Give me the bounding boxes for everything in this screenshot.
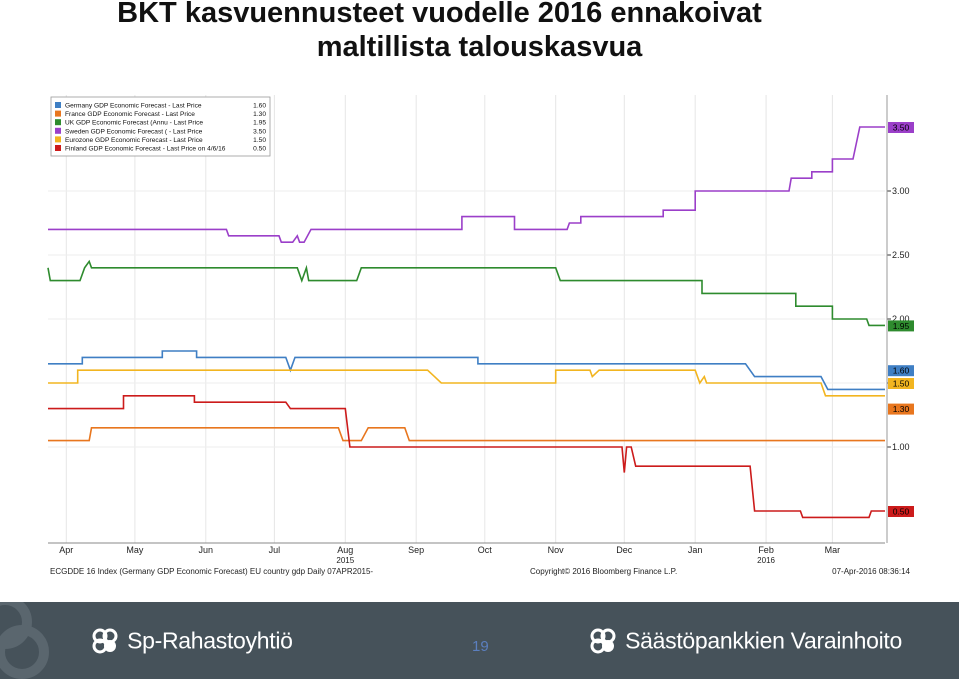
x-tick-label: Apr xyxy=(59,545,73,555)
legend-entry-value: 1.30 xyxy=(253,111,266,118)
legend-swatch xyxy=(55,145,61,151)
series-line xyxy=(48,427,885,442)
legend-swatch xyxy=(55,119,61,126)
y-tick-label: 2.50 xyxy=(892,250,910,260)
x-tick-label: Jan xyxy=(688,545,703,555)
slide-title: BKT kasvuennusteet vuodelle 2016 ennakoi… xyxy=(0,0,959,64)
legend-swatch xyxy=(55,110,61,117)
legend-entry-value: 1.60 xyxy=(253,103,266,110)
last-value-label: 1.95 xyxy=(893,321,910,331)
chart-copyright: Copyright© 2016 Bloomberg Finance L.P. xyxy=(530,567,677,576)
x-tick-label: May xyxy=(126,545,144,555)
chart-legend: Germany GDP Economic Forecast - Last Pri… xyxy=(50,96,271,157)
brand-sp-rahastoyhtio: Sp-Rahastoyhtiö xyxy=(92,626,293,654)
last-value-badge xyxy=(888,506,914,517)
legend-entry-value: 3.50 xyxy=(253,128,266,135)
brand-right-name: Säästöpankkien Varainhoito xyxy=(625,627,903,654)
legend-entry-name: Finland GDP Economic Forecast - Last Pri… xyxy=(65,146,226,153)
chart-timestamp: 07-Apr-2016 08:36:14 xyxy=(832,567,910,576)
legend-swatch xyxy=(55,127,61,134)
clover-icon xyxy=(92,628,118,654)
chart-axes: 1.00 1.50 2.00 2.50 3.00 Apr May Jun Jul Aug Sep Oc… xyxy=(48,95,914,576)
series-line xyxy=(47,259,885,327)
y-tick-label: 1.00 xyxy=(892,442,910,452)
slide-title-line1: BKT kasvuennusteet vuodelle 2016 ennakoi… xyxy=(117,0,762,29)
x-year-label: 2015 xyxy=(336,556,354,565)
x-tick-label: Nov xyxy=(548,545,565,555)
chart-index-text: ECGDDE 16 Index (Germany GDP Economic Fo… xyxy=(50,567,373,576)
legend-swatch xyxy=(55,102,61,108)
last-value-badge xyxy=(888,378,914,389)
x-tick-label: Jul xyxy=(269,545,281,555)
legend-entry-name: Eurozone GDP Economic Forecast - Last Pr… xyxy=(65,137,203,144)
legend-box xyxy=(50,96,271,157)
y-tick-label: 2.00 xyxy=(892,314,910,324)
last-value-label: 0.50 xyxy=(893,507,910,517)
y-tick-label: 3.00 xyxy=(892,186,910,196)
brand-saastopankkien-varainhoito: Säästöpankkien Varainhoito xyxy=(590,626,902,654)
legend-entry-name: France GDP Economic Forecast - Last Pric… xyxy=(65,111,195,118)
legend-entry-name: Sweden GDP Economic Forecast ( - Last Pr… xyxy=(65,128,203,135)
series-line xyxy=(48,369,885,397)
chart-grid xyxy=(48,95,885,543)
last-value-badge xyxy=(888,403,914,415)
last-value-label: 3.50 xyxy=(893,123,910,133)
legend-entry-value: 1.95 xyxy=(253,120,266,127)
x-tick-label: Sep xyxy=(408,545,424,555)
footer-decoration xyxy=(0,602,49,679)
legend-entry-value: 0.50 xyxy=(253,146,266,153)
last-value-badge xyxy=(888,365,914,377)
brand-left-name: Sp-Rahastoyhtiö xyxy=(127,627,293,654)
slide-title-line2: maltillista talouskasvua xyxy=(316,31,643,63)
x-tick-label: Aug xyxy=(337,545,353,555)
series-line xyxy=(48,395,885,519)
clover-icon xyxy=(590,628,616,654)
gdp-forecast-chart: 1.00 1.50 2.00 2.50 3.00 Apr May Jun Jul Aug Sep Oc… xyxy=(47,95,914,576)
footer-bar: Sp-Rahastoyhtiö 19 Säästöpankkien Varain… xyxy=(0,602,959,679)
x-tick-label: Mar xyxy=(825,545,841,555)
last-value-badge xyxy=(888,320,914,332)
x-tick-label: Oct xyxy=(478,545,493,555)
page-number: 19 xyxy=(472,638,489,655)
last-value-badge xyxy=(888,122,914,133)
legend-entry-value: 1.50 xyxy=(253,137,266,144)
last-value-label: 1.60 xyxy=(893,366,910,376)
legend-swatch xyxy=(55,136,61,143)
legend-entry-name: Germany GDP Economic Forecast - Last Pri… xyxy=(65,103,202,110)
last-value-label: 1.50 xyxy=(893,379,910,389)
series-line xyxy=(48,126,885,243)
x-tick-label: Jun xyxy=(199,545,214,555)
legend-entry-name: UK GDP Economic Forecast (Annu - Last Pr… xyxy=(65,120,203,127)
last-value-label: 1.30 xyxy=(893,404,910,414)
x-tick-label: Dec xyxy=(616,545,633,555)
chart-series-group xyxy=(47,126,885,519)
x-tick-label: Feb xyxy=(758,545,774,555)
x-year-label: 2016 xyxy=(757,556,775,565)
